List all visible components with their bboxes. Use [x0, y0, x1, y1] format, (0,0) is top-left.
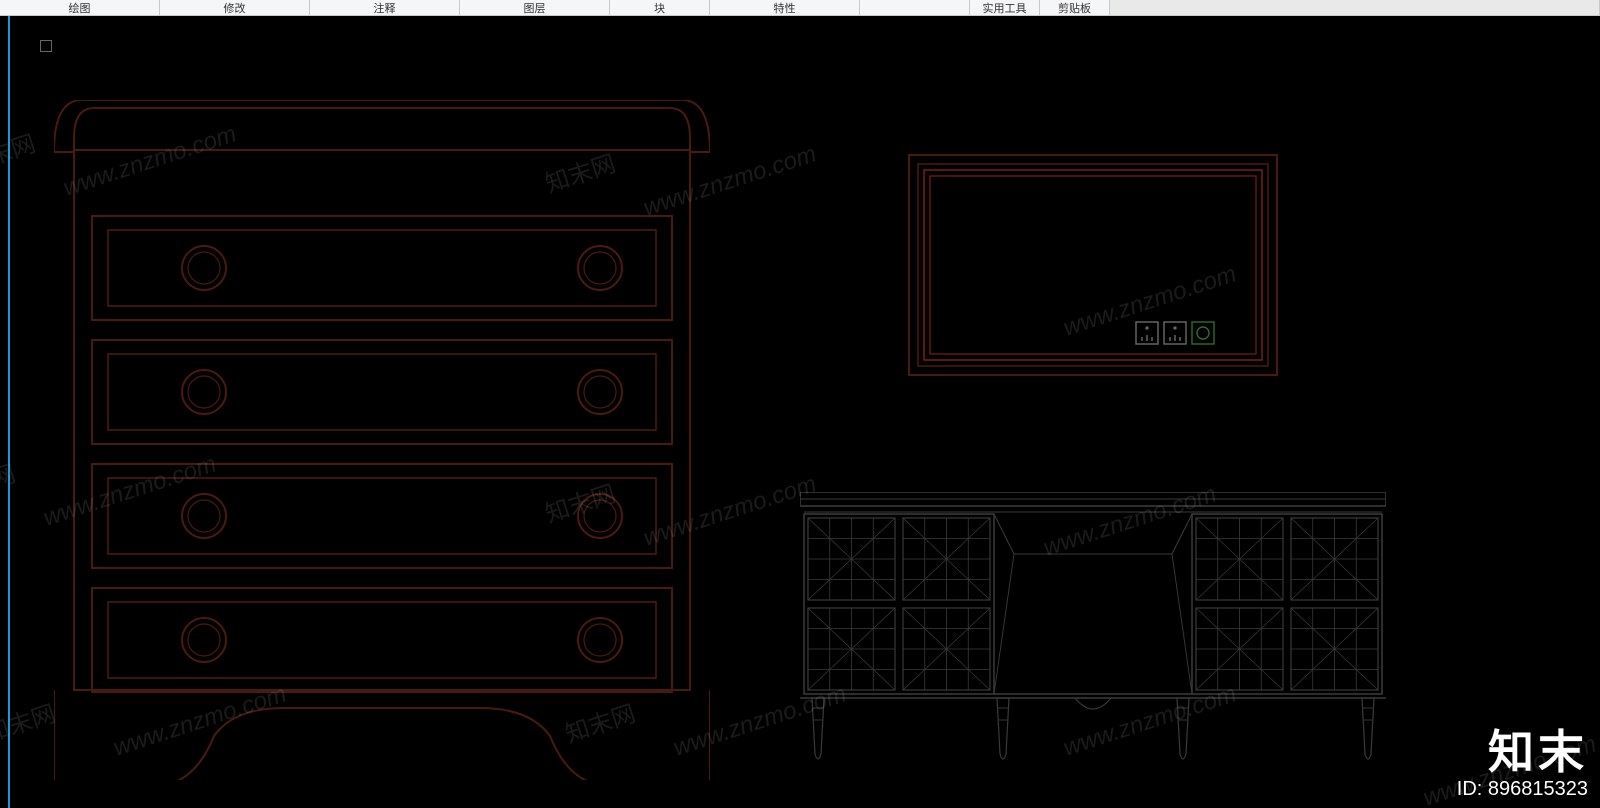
cad-block-dresser[interactable]: [54, 100, 710, 780]
ribbon-panel[interactable]: 修改: [160, 0, 310, 15]
watermark-cn: 知末网: [0, 124, 39, 180]
brand-id-text: ID: 896815323: [1457, 778, 1588, 800]
brand-logo-text: 知末: [1457, 727, 1588, 778]
brand-corner: 知末 ID: 896815323: [1457, 727, 1588, 800]
ribbon-panel[interactable]: 图层: [460, 0, 610, 15]
ribbon-panel[interactable]: 注释: [310, 0, 460, 15]
ribbon-panel[interactable]: 特性: [710, 0, 860, 15]
cad-block-desk[interactable]: [800, 492, 1386, 768]
ribbon-panel[interactable]: 块: [610, 0, 710, 15]
ribbon-toolbar: 绘图修改注释图层块特性 实用工具剪贴板: [0, 0, 1600, 16]
ribbon-panel[interactable]: 实用工具: [970, 0, 1040, 15]
ribbon-panel[interactable]: 剪贴板: [1040, 0, 1110, 15]
model-space-canvas[interactable]: 知末网www.znzmo.com知末网www.znzmo.comwww.znzm…: [0, 16, 1600, 808]
vertical-guide: [8, 16, 10, 808]
cad-block-tv-panel[interactable]: [908, 154, 1278, 376]
ribbon-panel: [1110, 0, 1600, 15]
ribbon-panel[interactable]: 绘图: [0, 0, 160, 15]
ribbon-panel[interactable]: [860, 0, 970, 15]
pick-cursor: [40, 40, 52, 52]
